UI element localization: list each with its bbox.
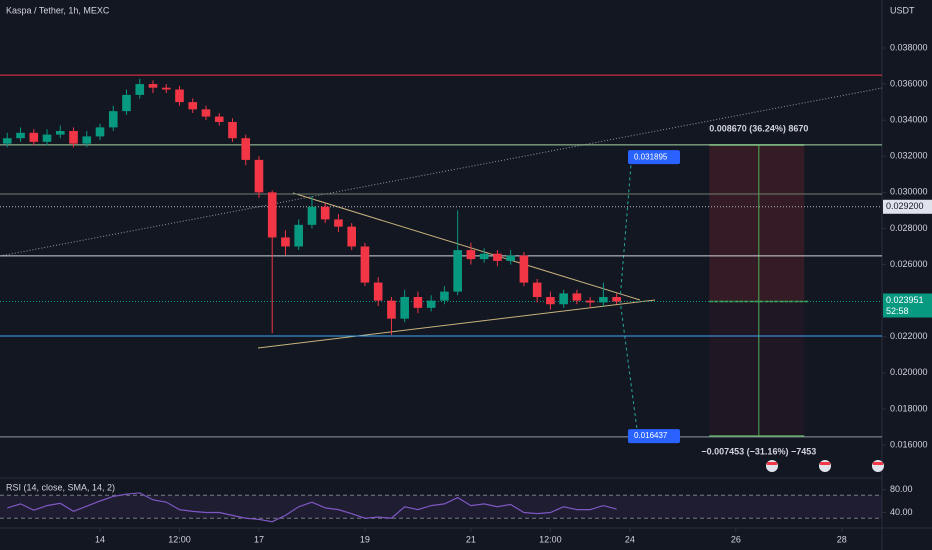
- x-tick-label: 12:00: [168, 534, 191, 544]
- candle-body: [519, 255, 529, 283]
- projection-tag-label: 0.031895: [634, 152, 668, 161]
- y-tick-label: 0.020000: [890, 367, 928, 377]
- candle-body: [466, 250, 476, 260]
- candle-body: [148, 84, 158, 88]
- candle-body: [546, 297, 555, 305]
- x-tick-label: 28: [837, 534, 847, 544]
- candle-body: [42, 134, 52, 142]
- flags: [766, 460, 884, 472]
- candle-body: [320, 206, 330, 220]
- candle-body: [281, 237, 290, 247]
- price-tag-label: 0.023951: [886, 295, 924, 305]
- candle-body: [161, 87, 171, 90]
- candle-body: [122, 94, 131, 112]
- candle-body: [108, 111, 118, 128]
- candle-body: [334, 219, 343, 227]
- candle-body: [16, 132, 25, 139]
- y-axis-label: USDT: [890, 5, 915, 15]
- projection-tag-label: 0.016437: [634, 431, 668, 440]
- candle-body: [585, 300, 595, 303]
- stop-label: −0.007453 (−31.16%) −7453: [701, 446, 816, 456]
- y-tick-label: 0.038000: [890, 42, 928, 52]
- x-tick-label: 12:00: [539, 534, 562, 544]
- candle-body: [95, 127, 105, 137]
- candle-body: [82, 136, 92, 144]
- candle-body: [373, 282, 383, 301]
- candle-body: [453, 250, 462, 292]
- countdown: 52:58: [886, 306, 909, 316]
- candle-body: [572, 293, 582, 301]
- x-tick-label: 24: [625, 534, 635, 544]
- candle-body: [188, 102, 198, 110]
- rsi-tick-label: 80.00: [890, 484, 913, 494]
- x-tick-label: 14: [95, 534, 105, 544]
- projection-tag: [628, 429, 680, 444]
- candle-body: [2, 138, 12, 144]
- x-tick-label: 17: [254, 534, 264, 544]
- y-tick-label: 0.026000: [890, 259, 928, 269]
- chart-title: Kaspa / Tether, 1h, MEXC: [6, 5, 110, 15]
- candle-body: [254, 159, 264, 193]
- candle-body: [532, 282, 542, 298]
- x-tick-label: 21: [466, 534, 476, 544]
- candle-body: [400, 297, 409, 319]
- candle-body: [201, 109, 211, 117]
- candle-body: [241, 138, 251, 160]
- projection-tag: [628, 150, 680, 165]
- rsi-band: [0, 495, 882, 519]
- candle-body: [479, 253, 489, 260]
- level-tag: [883, 199, 932, 214]
- candle-body: [599, 297, 608, 303]
- candle-body: [55, 131, 65, 135]
- candle-body: [440, 291, 449, 301]
- projection-up: [619, 151, 633, 301]
- candle-body: [267, 192, 277, 238]
- candle-body: [413, 297, 423, 308]
- candle-body: [29, 132, 39, 142]
- candle-body: [228, 121, 237, 139]
- candle-body: [559, 293, 568, 305]
- target-zone: [709, 145, 805, 302]
- candle-body: [294, 224, 304, 247]
- candle-body: [387, 300, 396, 319]
- candle-body: [426, 300, 436, 308]
- candle-body: [360, 246, 370, 283]
- y-tick-label: 0.016000: [890, 439, 928, 449]
- rsi-line: [7, 492, 617, 523]
- triangle-lower: [257, 299, 656, 349]
- y-tick-label: 0.032000: [890, 151, 928, 161]
- rsi-tick-label: 40.00: [890, 507, 913, 517]
- y-tick-label: 0.018000: [890, 403, 928, 413]
- x-tick-label: 19: [360, 534, 370, 544]
- candle-body: [612, 297, 621, 302]
- candle-body: [69, 131, 78, 144]
- stop-zone: [709, 301, 805, 436]
- candle-body: [347, 226, 357, 247]
- projection-down: [619, 299, 639, 438]
- y-tick-label: 0.030000: [890, 187, 928, 197]
- target-label: 0.008670 (36.24%) 8670: [709, 123, 808, 133]
- candle-body: [506, 255, 515, 261]
- candle-body: [175, 89, 184, 103]
- y-tick-label: 0.036000: [890, 78, 928, 88]
- y-tick-label: 0.034000: [890, 115, 928, 125]
- candle-body: [493, 253, 502, 261]
- candle-body: [135, 84, 145, 95]
- y-tick-label: 0.022000: [890, 331, 928, 341]
- candle-body: [307, 206, 317, 225]
- candle-body: [214, 116, 224, 122]
- y-tick-label: 0.028000: [890, 223, 928, 233]
- price-tag: [883, 293, 932, 318]
- x-tick-label: 26: [731, 534, 741, 544]
- rsi-title: RSI (14, close, SMA, 14, 2): [6, 482, 115, 492]
- level-tag-label: 0.029200: [886, 201, 924, 211]
- triangle-upper: [292, 192, 641, 301]
